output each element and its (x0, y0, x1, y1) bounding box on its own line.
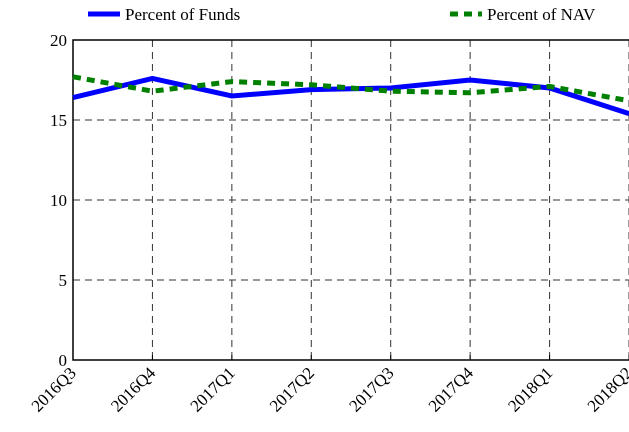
y-tick-label: 5 (59, 271, 68, 290)
legend-label: Percent of Funds (125, 5, 240, 24)
x-tick-label: 2018Q2 (584, 363, 629, 415)
y-tick-label: 0 (59, 351, 68, 370)
legend-label: Percent of NAV (487, 5, 596, 24)
x-tick-label: 2017Q3 (345, 363, 397, 415)
axes-frame (72, 39, 629, 361)
series-line (72, 75, 629, 116)
x-tick-label: 2017Q4 (425, 363, 478, 416)
y-tick-label: 10 (50, 191, 67, 210)
x-tick-label: 2017Q1 (187, 363, 239, 415)
series-line (72, 74, 629, 104)
y-tick-label: 15 (50, 111, 67, 130)
x-tick-label: 2016Q4 (107, 363, 160, 416)
x-tick-label: 2017Q2 (266, 363, 318, 415)
x-tick-label: 2018Q1 (504, 363, 556, 415)
x-tick-label: 2016Q3 (28, 363, 80, 415)
y-tick-label: 20 (50, 31, 67, 50)
